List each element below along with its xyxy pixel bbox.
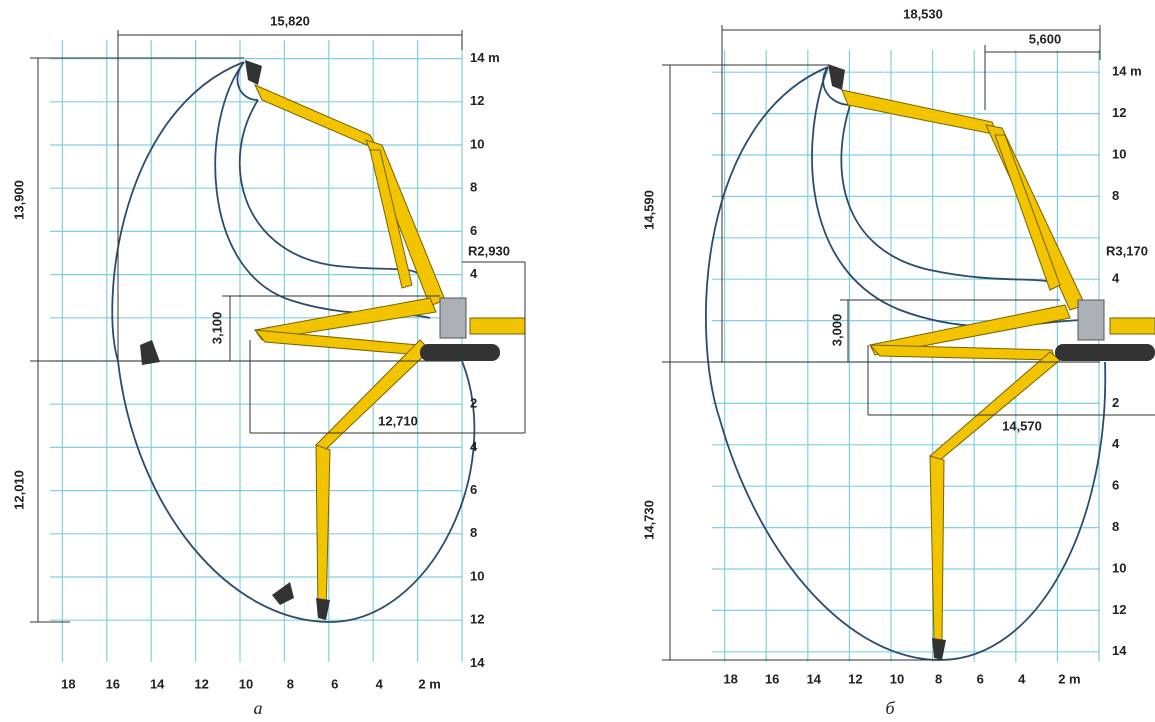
y-label: 4 [470,266,478,281]
dim-reach: 18,530 [903,6,943,21]
x-label: 16 [106,676,120,691]
x-label: 2 m [418,676,440,691]
dim-depth: 12,010 [11,470,26,510]
y-label: 12 [470,93,484,108]
caption: a [254,698,263,718]
dim-reach: 15,820 [270,13,310,28]
dim-height: 14,590 [641,190,656,230]
dim-low-reach: 14,570 [1002,418,1042,433]
y-label: 14 [1112,643,1127,658]
dimensions-a: 15,820 13,900 12,010 3,100 12,710 R2,930… [11,13,526,718]
y-label: 10 [470,568,484,583]
y-label: 6 [1112,478,1119,493]
x-label: 4 [1018,671,1026,686]
working-range-b [705,64,1155,661]
y-label: 12 [1112,105,1126,120]
x-label: 8 [287,676,294,691]
dim-low-height: 3,000 [829,314,844,347]
y-label: 4 [1112,271,1120,286]
working-range-a [111,60,526,623]
x-label: 12 [848,671,862,686]
y-label: 2 [470,396,477,411]
x-label: 4 [376,676,384,691]
x-label: 16 [765,671,779,686]
dim-offset: 5,600 [1029,31,1062,46]
y-label: 14 m [1112,64,1142,79]
y-label: 8 [1112,188,1119,203]
x-label: 6 [977,671,984,686]
x-label: 14 [807,671,822,686]
y-label: 4 [470,439,478,454]
y-label: 14 [470,655,485,670]
y-label: 6 [470,223,477,238]
dim-low-reach: 12,710 [378,413,418,428]
x-label: 10 [890,671,904,686]
y-label: 12 [470,612,484,627]
y-label: 10 [470,136,484,151]
x-label: 12 [194,676,208,691]
caption: б [885,698,895,718]
x-label: 2 m [1058,671,1080,686]
y-label: 8 [470,180,477,195]
dim-depth: 14,730 [641,500,656,540]
x-label: 8 [935,671,942,686]
x-label: 14 [150,676,165,691]
x-label: 6 [331,676,338,691]
x-label: 10 [239,676,253,691]
y-label: 6 [470,482,477,497]
y-label: 8 [1112,519,1119,534]
y-label: 14 m [470,50,500,65]
dim-low-height: 3,100 [209,312,224,345]
dimensions-b: 18,530 5,600 14,590 14,730 3,000 14,570 … [641,6,1155,718]
x-label: 18 [61,676,75,691]
dim-radius: R2,930 [468,243,510,258]
dim-height: 13,900 [11,180,26,220]
y-label: 4 [1112,436,1120,451]
y-label: 12 [1112,602,1126,617]
dim-radius: R3,170 [1106,243,1148,258]
y-label: 10 [1112,146,1126,161]
y-label: 8 [470,525,477,540]
y-label: 10 [1112,560,1126,575]
y-label: 2 [1112,395,1119,410]
x-label: 18 [723,671,737,686]
